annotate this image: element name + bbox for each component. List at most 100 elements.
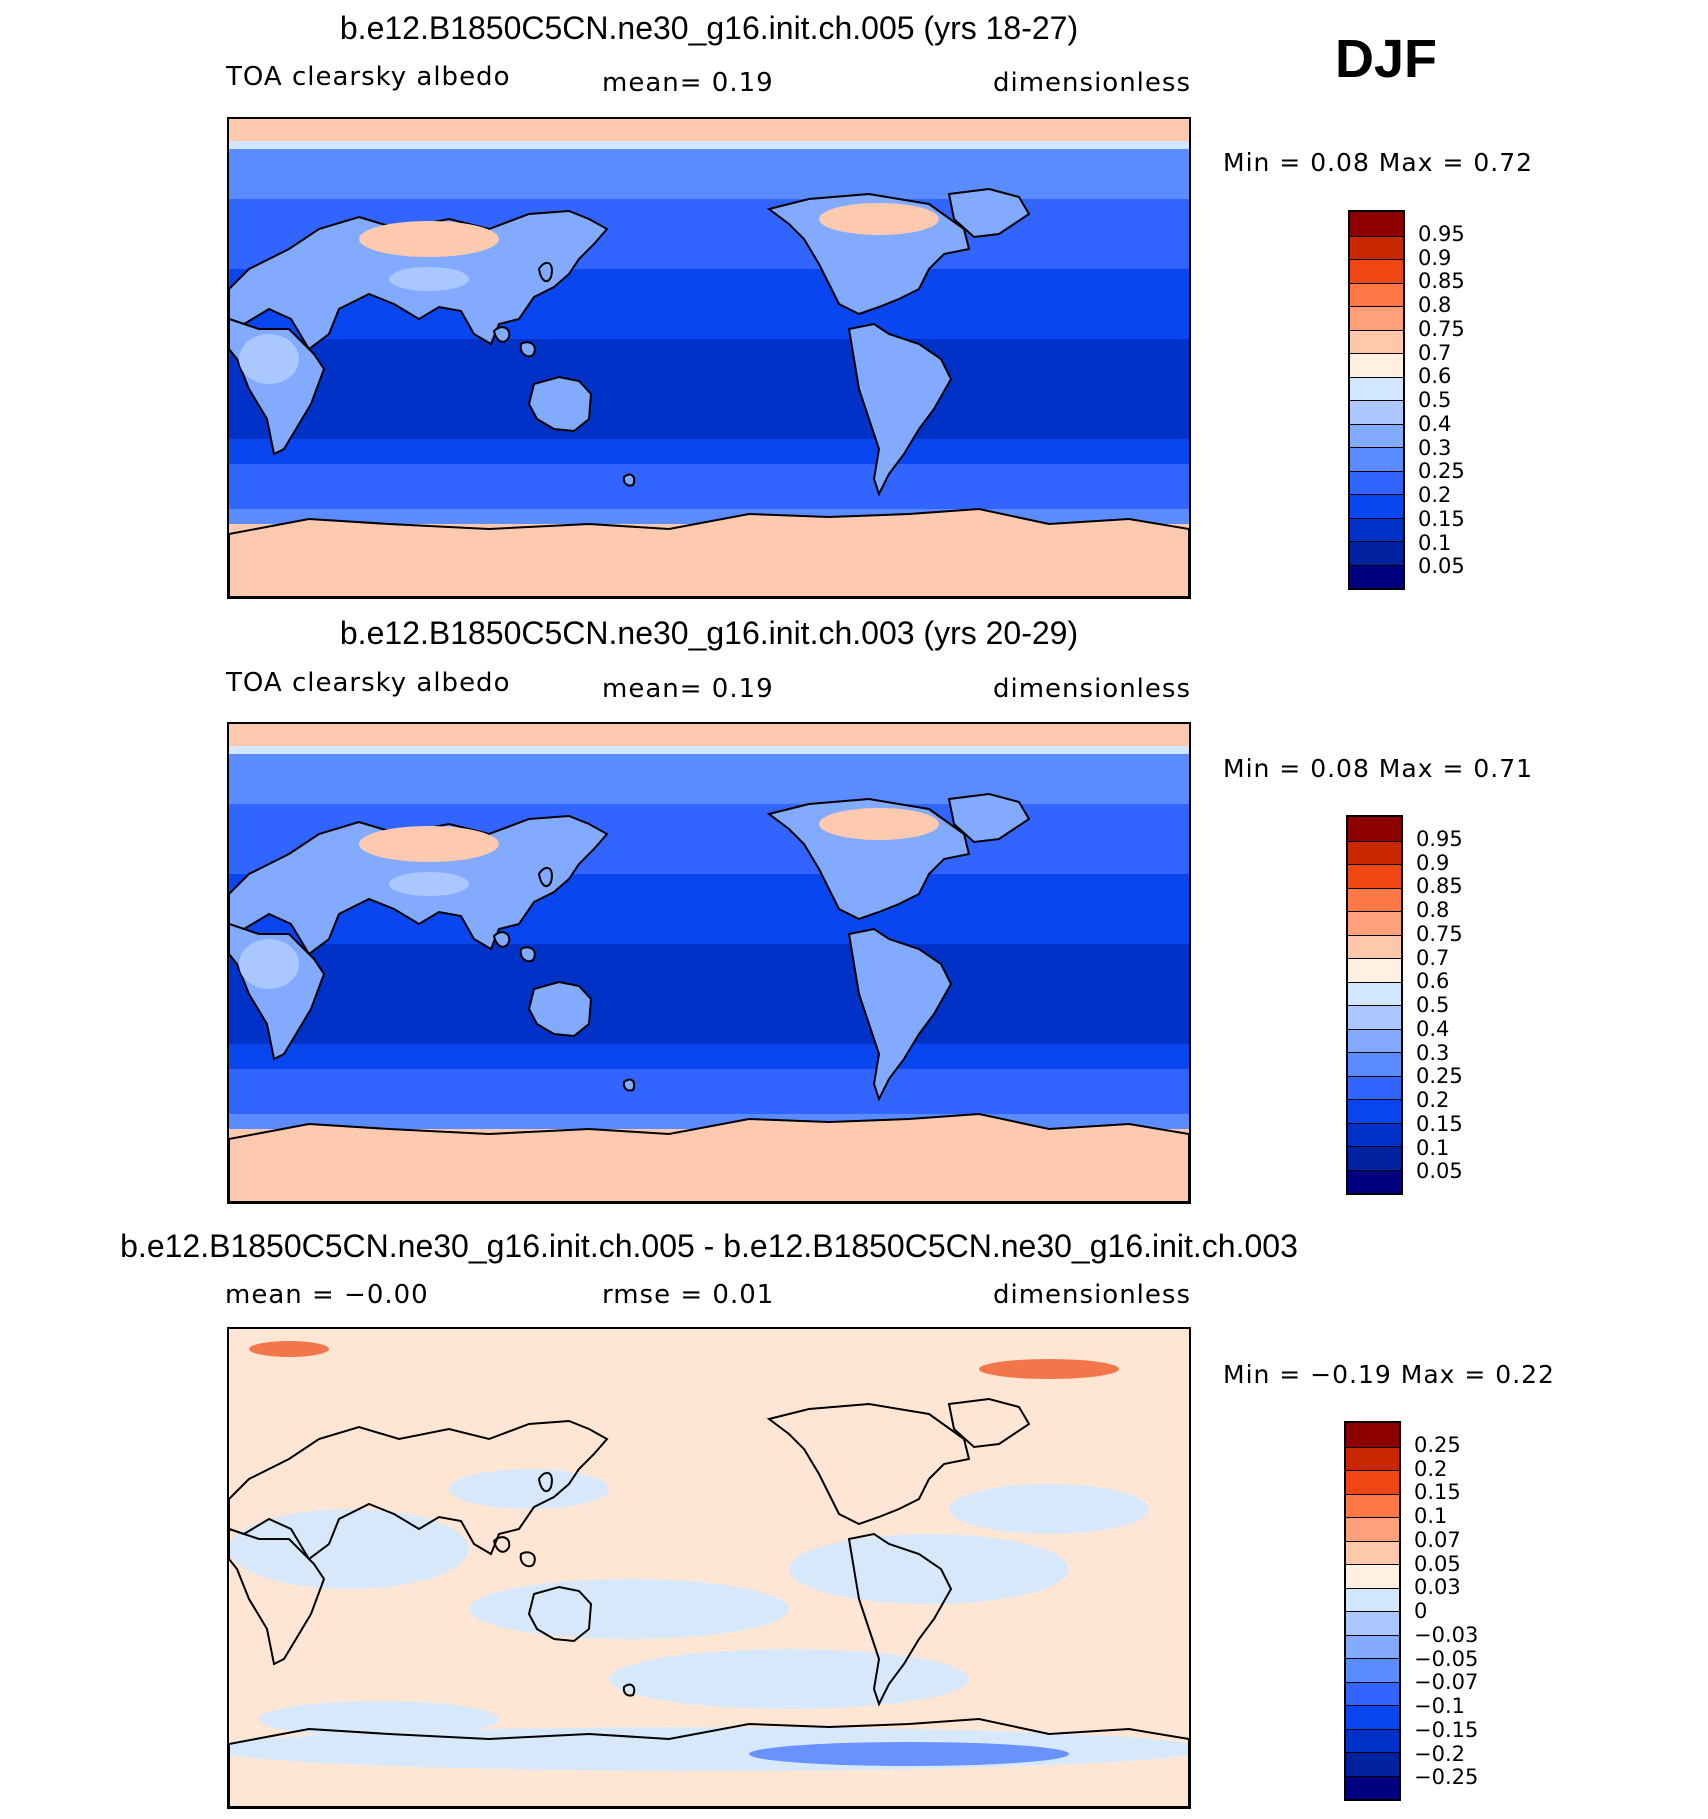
colorbar-cell	[1348, 981, 1401, 1005]
island	[622, 1078, 636, 1092]
colorbar-cell	[1350, 353, 1403, 377]
albedo-band	[229, 746, 1189, 754]
snow-patch	[819, 203, 939, 235]
colorbar-cell	[1346, 1470, 1399, 1494]
albedo-band	[229, 464, 1189, 509]
colorbar-tick-label: 0.25	[1416, 1064, 1463, 1089]
panel-2-map	[227, 722, 1191, 1204]
colorbar-cell	[1346, 1681, 1399, 1705]
colorbar-tick-label: 0.03	[1414, 1575, 1461, 1600]
albedo-band	[229, 944, 1189, 1044]
panel-1-map	[227, 117, 1191, 599]
colorbar-tick-label: −0.25	[1414, 1765, 1479, 1790]
colorbar-tick-label: 0.15	[1414, 1480, 1461, 1505]
colorbar-cell	[1350, 470, 1403, 494]
colorbar-cell	[1346, 1705, 1399, 1729]
colorbar-tick-label: 0.5	[1416, 993, 1450, 1017]
colorbar-cell	[1350, 282, 1403, 306]
panel-1-colorbar	[1348, 210, 1405, 590]
continent-outline	[229, 1717, 1189, 1807]
diff-positive-extreme	[979, 1359, 1119, 1379]
colorbar-cell	[1346, 1611, 1399, 1635]
diff-positive-extreme	[249, 1341, 329, 1357]
panel-3-map	[227, 1327, 1191, 1809]
snow-patch	[359, 221, 499, 257]
continent-outline	[229, 1527, 326, 1666]
colorbar-cell	[1348, 1169, 1401, 1193]
panel-2-minmax: Min = 0.08 Max = 0.71	[1223, 754, 1534, 783]
diff-negative-extreme	[749, 1742, 1069, 1766]
colorbar-cell	[1350, 329, 1403, 353]
continent	[847, 322, 953, 497]
colorbar-tick-label: −0.15	[1414, 1717, 1479, 1742]
diff-negative-region	[609, 1649, 969, 1709]
colorbar-tick-label: −0.2	[1414, 1741, 1465, 1766]
colorbar-cell	[1348, 1075, 1401, 1099]
colorbar-tick-label: 0.07	[1414, 1527, 1461, 1552]
colorbar-tick-label: −0.1	[1414, 1694, 1465, 1718]
continent-outline	[947, 1397, 1031, 1449]
colorbar-tick-label: 0.6	[1416, 969, 1450, 994]
colorbar-cell	[1346, 1423, 1399, 1447]
colorbar-cell	[1350, 306, 1403, 330]
diff-negative-region	[449, 1469, 609, 1509]
colorbar-tick-label: −0.07	[1414, 1670, 1479, 1695]
colorbar-cell	[1348, 934, 1401, 958]
panel-1-minmax: Min = 0.08 Max = 0.72	[1223, 148, 1534, 177]
colorbar-tick-label: 0.7	[1418, 340, 1452, 365]
panel-3-units: dimensionless	[993, 1280, 1191, 1310]
panel-2-title: b.e12.B1850C5CN.ne30_g16.init.ch.003 (yr…	[339, 615, 1079, 651]
diff-negative-region	[949, 1484, 1149, 1534]
colorbar-tick-label: 0.9	[1418, 245, 1452, 270]
colorbar-tick-label: 0.1	[1418, 530, 1452, 555]
colorbar-tick-label: 0.75	[1416, 921, 1463, 946]
colorbar-cell	[1348, 1005, 1401, 1029]
albedo-band	[229, 119, 1189, 141]
colorbar-tick-label: 0.95	[1418, 221, 1465, 246]
colorbar-cell	[1346, 1446, 1399, 1470]
island	[537, 261, 553, 283]
colorbar-cell	[1348, 887, 1401, 911]
albedo-band	[229, 754, 1189, 804]
colorbar-cell	[1346, 1775, 1399, 1799]
colorbar-cell	[1346, 1517, 1399, 1541]
island	[537, 866, 553, 888]
colorbar-tick-label: 0.2	[1416, 1088, 1450, 1112]
continent-outline	[229, 1419, 609, 1561]
colorbar-tick-label: 0.05	[1418, 554, 1465, 579]
colorbar-cell	[1348, 1099, 1401, 1123]
panel-2-units: dimensionless	[993, 674, 1191, 704]
colorbar-cell	[1346, 1540, 1399, 1564]
snow-patch	[359, 826, 499, 862]
colorbar-tick-label: 0.85	[1418, 269, 1465, 294]
colorbar-tick-label: 0.8	[1416, 898, 1450, 922]
albedo-band	[229, 1044, 1189, 1069]
albedo-band	[229, 339, 1189, 439]
colorbar-tick-label: 0.85	[1416, 874, 1463, 899]
colorbar-cell	[1348, 1146, 1401, 1170]
panel-1-mean: mean= 0.19	[602, 68, 774, 98]
colorbar-tick-label: 0.95	[1416, 826, 1463, 851]
colorbar-cell	[1350, 447, 1403, 471]
panel-1-units: dimensionless	[993, 68, 1191, 98]
colorbar-tick-label: 0.75	[1418, 316, 1465, 341]
season-label: DJF	[1335, 29, 1438, 89]
albedo-band	[229, 439, 1189, 464]
continent	[229, 507, 1189, 597]
colorbar-cell	[1346, 1634, 1399, 1658]
diff-negative-region	[789, 1534, 1069, 1604]
island	[622, 473, 636, 487]
colorbar-tick-label: 0.25	[1418, 459, 1465, 484]
island	[492, 326, 511, 343]
panel-1-variable: TOA clearsky albedo	[226, 62, 511, 92]
colorbar-cell	[1348, 911, 1401, 935]
colorbar-cell	[1348, 958, 1401, 982]
colorbar-tick-label: 0.1	[1414, 1504, 1448, 1528]
colorbar-tick-label: 0	[1414, 1599, 1428, 1623]
colorbar-cell	[1348, 817, 1401, 841]
colorbar-cell	[1350, 423, 1403, 447]
colorbar-tick-label: 0.05	[1414, 1551, 1461, 1576]
colorbar-tick-label: 0.5	[1418, 388, 1452, 412]
colorbar-tick-label: 0.3	[1418, 435, 1452, 460]
panel-3-mean: mean = −0.00	[225, 1280, 429, 1310]
